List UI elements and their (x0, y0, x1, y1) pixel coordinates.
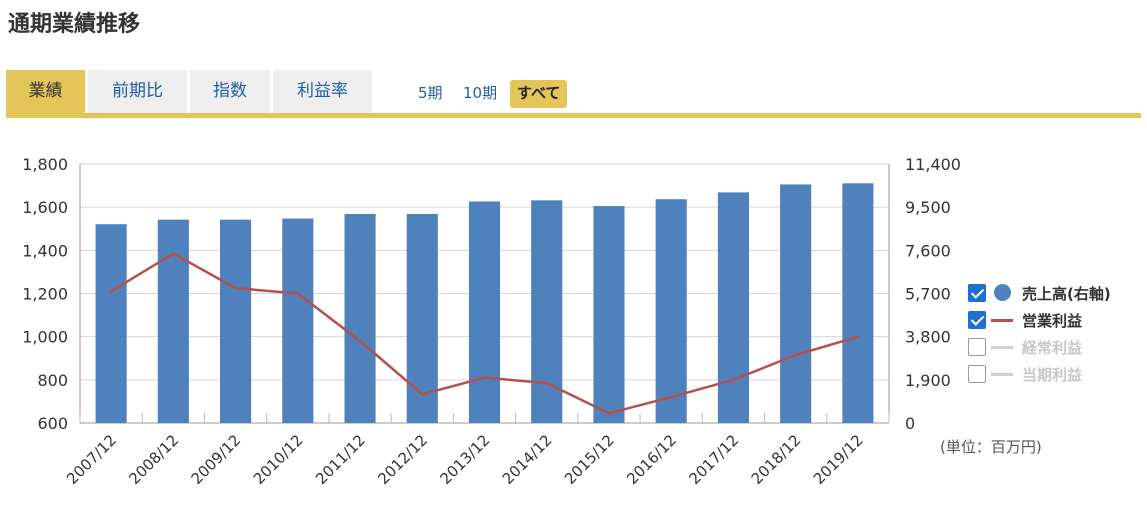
sales-bar (468, 201, 501, 423)
sales-bar (655, 199, 687, 423)
period-all-button[interactable]: すべて (510, 80, 568, 108)
tab-performance[interactable]: 業績 (6, 70, 85, 114)
operating-profit-point (234, 286, 238, 290)
operating-profit-point (420, 392, 424, 396)
sales-bar (842, 183, 874, 423)
chart-bars (95, 183, 874, 423)
tab-underline (6, 113, 1141, 118)
operating-profit-point (171, 252, 175, 256)
right-axis: 0 1,900 3,800 5,700 7,600 9,500 11,400 (905, 155, 961, 433)
line-icon (991, 346, 1013, 349)
sales-bar (406, 213, 438, 423)
right-tick-label: 9,500 (905, 198, 951, 217)
legend-label: 営業利益 (1022, 312, 1083, 330)
period-5-button[interactable]: 5期 (418, 84, 443, 102)
sales-bar (593, 206, 625, 423)
net-profit-checkbox[interactable] (968, 365, 986, 383)
right-tick-label: 11,400 (905, 155, 961, 174)
left-tick-label: 1,800 (22, 155, 68, 174)
sales-bar (531, 200, 563, 423)
tab-index[interactable]: 指数 (190, 70, 270, 114)
x-tick-label: 2017/12 (685, 431, 742, 488)
sales-bar (157, 219, 189, 423)
operating-profit-point (545, 381, 549, 385)
line-icon (991, 373, 1013, 376)
operating-profit-point (483, 376, 486, 380)
left-tick-label: 1,400 (22, 241, 68, 260)
x-tick-label: 2009/12 (188, 431, 245, 488)
sales-bar (282, 218, 314, 423)
performance-chart: 600 800 1,000 1,200 1,400 1,600 1,800 0 1,900 3,… (22, 155, 961, 488)
sales-bar (220, 219, 252, 423)
sales-bar (95, 224, 127, 423)
right-tick-label: 3,800 (905, 328, 951, 347)
operating-profit-point (856, 335, 860, 339)
operating-profit-point (669, 395, 673, 399)
operating-profit-checkbox[interactable] (968, 311, 986, 329)
x-tick-label: 2012/12 (374, 431, 431, 488)
right-tick-label: 1,900 (905, 371, 951, 390)
operating-profit-point (296, 292, 300, 295)
chart-lines (109, 252, 860, 415)
x-tick-label: 2015/12 (561, 431, 618, 488)
right-tick-label: 5,700 (905, 285, 951, 304)
line-icon (991, 319, 1013, 322)
x-tick-label: 2018/12 (748, 431, 805, 488)
legend-item-net-profit[interactable]: 当期利益 (968, 363, 1147, 387)
tab-yoy[interactable]: 前期比 (88, 70, 187, 114)
x-axis: 2007/12 2008/12 2009/12 2010/12 2011/12 2012/… (63, 431, 867, 488)
page-title: 通期業績推移 (8, 12, 141, 37)
left-tick-label: 800 (37, 371, 68, 390)
legend-item-sales[interactable]: 売上高(右軸) (968, 282, 1147, 306)
x-tick-label: 2014/12 (499, 431, 556, 488)
x-tick-label: 2008/12 (125, 431, 182, 488)
legend-label: 経常利益 (1022, 339, 1083, 357)
operating-profit-point (731, 378, 735, 382)
left-tick-label: 1,600 (22, 198, 68, 217)
left-axis: 600 800 1,000 1,200 1,400 1,600 1,800 (22, 155, 68, 433)
sales-checkbox[interactable] (968, 284, 986, 302)
x-tick-label: 2007/12 (63, 431, 120, 488)
x-tick-label: 2013/12 (437, 431, 494, 488)
legend-label: 当期利益 (1022, 366, 1083, 384)
x-tick-label: 2010/12 (250, 431, 307, 488)
legend-label: 売上高(右軸) (1022, 285, 1111, 303)
sales-bar (717, 192, 749, 423)
operating-profit-point (607, 411, 611, 415)
legend-item-ordinary-profit[interactable]: 経常利益 (968, 336, 1147, 360)
ordinary-profit-checkbox[interactable] (968, 338, 986, 356)
operating-profit-point (109, 289, 113, 293)
x-tick-label: 2011/12 (312, 431, 369, 488)
unit-note: (単位：百万円) (940, 438, 1042, 456)
right-tick-label: 7,600 (905, 241, 951, 260)
legend-item-operating-profit[interactable]: 営業利益 (968, 309, 1147, 333)
operating-profit-point (794, 353, 798, 357)
sales-bar (780, 184, 812, 423)
x-tick-label: 2019/12 (810, 431, 867, 488)
right-tick-label: 0 (905, 414, 915, 433)
tab-margin[interactable]: 利益率 (273, 70, 372, 114)
x-tick-label: 2016/12 (623, 431, 680, 488)
circle-icon (994, 284, 1011, 301)
operating-profit-point (358, 339, 362, 343)
sales-bar (344, 213, 376, 423)
period-10-button[interactable]: 10期 (463, 84, 498, 102)
left-tick-label: 1,200 (22, 285, 68, 304)
left-tick-label: 1,000 (22, 328, 68, 347)
left-tick-label: 600 (37, 414, 68, 433)
